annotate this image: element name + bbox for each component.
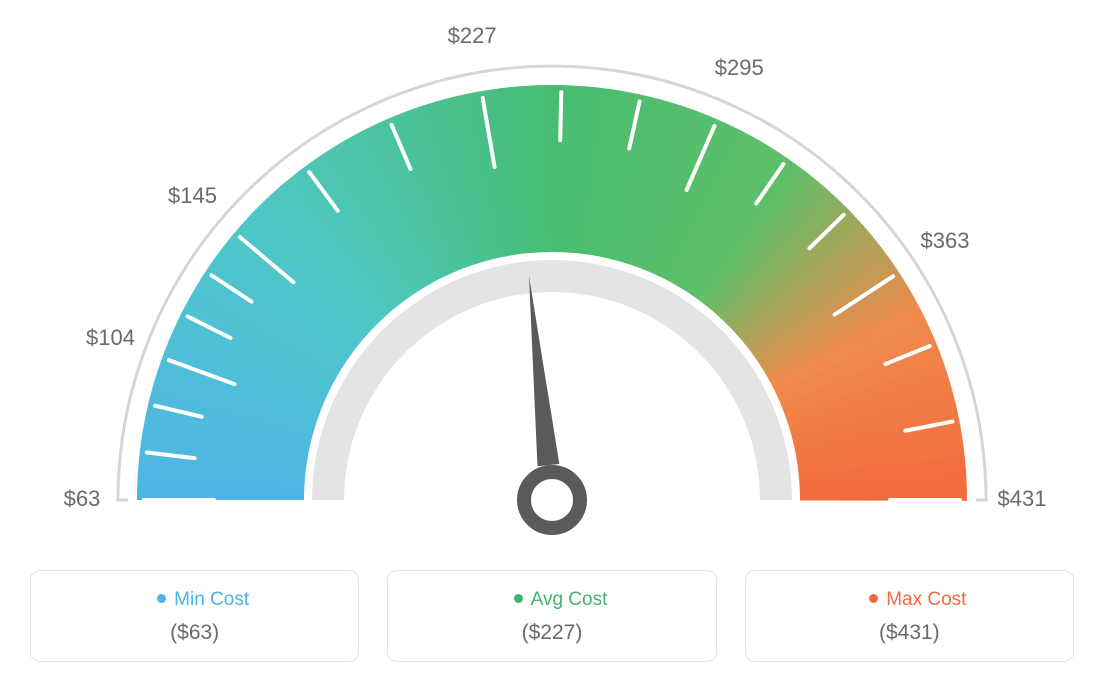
legend-value-avg: ($227) xyxy=(398,621,705,645)
legend-row: Min Cost ($63) Avg Cost ($227) Max Cost … xyxy=(0,570,1104,662)
legend-card-max: Max Cost ($431) xyxy=(745,570,1074,662)
legend-value-min: ($63) xyxy=(41,621,348,645)
gauge-tick-label: $431 xyxy=(998,486,1047,511)
legend-label-min: Min Cost xyxy=(41,589,348,611)
gauge-tick-label: $104 xyxy=(86,325,135,350)
legend-label-max: Max Cost xyxy=(756,589,1063,611)
gauge-tick-label: $227 xyxy=(448,23,497,48)
cost-gauge-chart: $63 $104 $145 $227 $295 $363 $431 xyxy=(0,0,1104,560)
gauge-tick-label: $363 xyxy=(921,228,970,253)
gauge-tick-label: $145 xyxy=(168,183,217,208)
gauge-tick-label: $295 xyxy=(715,55,764,80)
gauge-svg: $63 $104 $145 $227 $295 $363 $431 xyxy=(22,0,1082,560)
legend-card-avg: Avg Cost ($227) xyxy=(387,570,716,662)
gauge-tick-label: $63 xyxy=(64,486,101,511)
legend-label-avg: Avg Cost xyxy=(398,589,705,611)
legend-value-max: ($431) xyxy=(756,621,1063,645)
legend-card-min: Min Cost ($63) xyxy=(30,570,359,662)
